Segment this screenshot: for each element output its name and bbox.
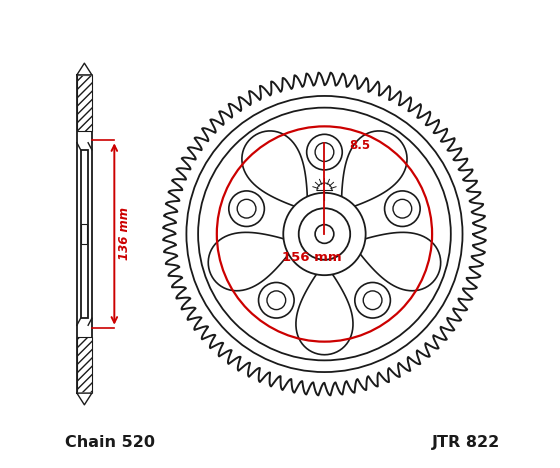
Circle shape: [315, 225, 334, 243]
Text: 136 mm: 136 mm: [118, 207, 131, 261]
Circle shape: [229, 191, 264, 227]
Circle shape: [186, 96, 463, 372]
Polygon shape: [342, 131, 407, 208]
Polygon shape: [77, 393, 92, 405]
Circle shape: [393, 199, 412, 218]
Circle shape: [237, 199, 256, 218]
Polygon shape: [163, 73, 486, 395]
Circle shape: [283, 193, 366, 275]
Bar: [81, 150, 88, 318]
Circle shape: [385, 191, 420, 227]
Polygon shape: [356, 233, 441, 291]
Circle shape: [198, 108, 451, 360]
Circle shape: [259, 283, 294, 318]
Text: Chain 520: Chain 520: [65, 435, 155, 450]
Circle shape: [298, 208, 350, 260]
Bar: [77, 75, 92, 393]
Polygon shape: [208, 233, 293, 291]
Polygon shape: [77, 63, 92, 75]
Bar: [81, 224, 87, 244]
Circle shape: [267, 291, 286, 310]
Bar: [77, 75, 92, 131]
Circle shape: [355, 283, 390, 318]
Text: 156 mm: 156 mm: [282, 251, 341, 264]
Circle shape: [315, 143, 334, 161]
Bar: [77, 337, 92, 393]
Circle shape: [363, 291, 382, 310]
Text: 8.5: 8.5: [349, 139, 370, 152]
Polygon shape: [242, 131, 307, 208]
Text: JTR 822: JTR 822: [432, 435, 500, 450]
Circle shape: [307, 134, 342, 170]
Polygon shape: [296, 267, 353, 355]
